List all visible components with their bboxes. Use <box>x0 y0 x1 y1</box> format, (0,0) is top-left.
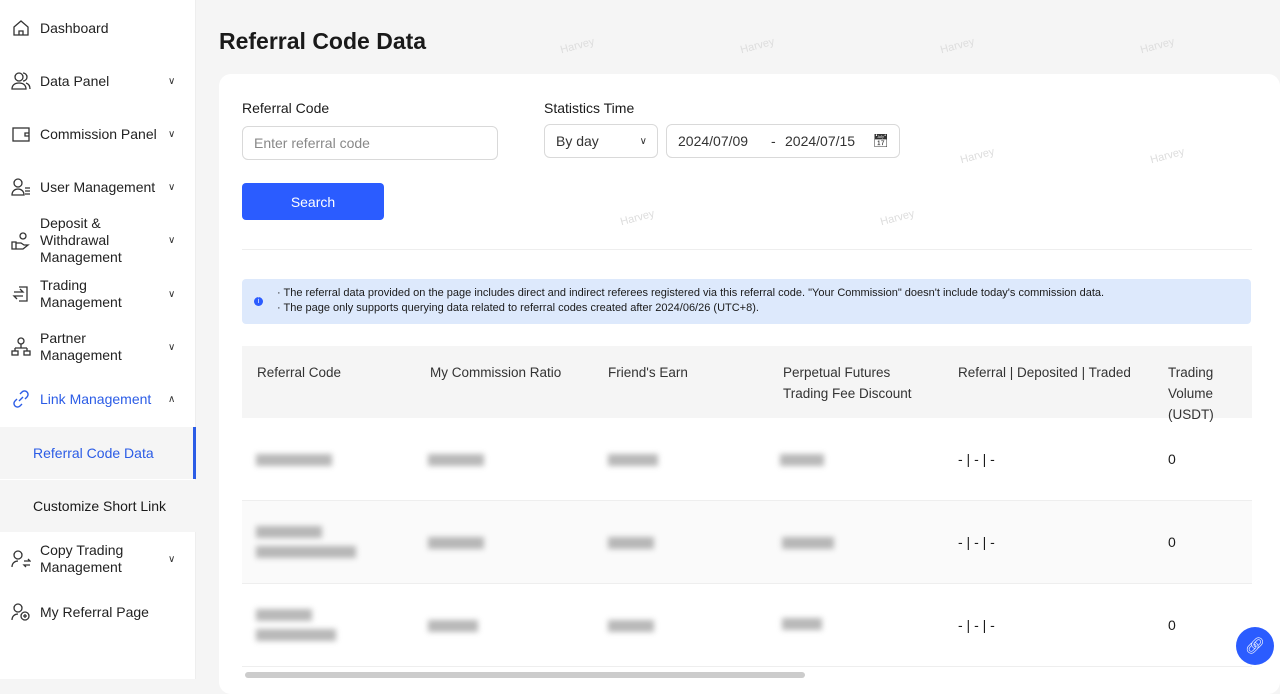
search-button[interactable]: Search <box>242 183 384 220</box>
watermark: Harvey <box>1139 35 1176 57</box>
cell-volume: 0 <box>1168 451 1176 467</box>
blurred-cell <box>256 546 356 558</box>
col-friends-earn: Friend's Earn <box>608 365 688 380</box>
cell-rdt: - | - | - <box>958 534 995 550</box>
col-commission-ratio: My Commission Ratio <box>430 365 562 380</box>
cell-volume: 0 <box>1168 534 1176 550</box>
table-row: - | - | - 0 <box>242 418 1252 501</box>
blurred-cell <box>428 454 484 466</box>
watermark: Harvey <box>739 35 776 57</box>
nav-partner-management[interactable]: Partner Management ∨ <box>0 329 196 365</box>
blurred-cell <box>256 609 312 621</box>
blurred-cell <box>256 629 336 641</box>
wallet-icon <box>12 127 30 142</box>
home-icon <box>13 20 29 36</box>
referral-table: Referral Code My Commission Ratio Friend… <box>242 346 1252 667</box>
chevron-down-icon: ∨ <box>639 135 647 147</box>
horizontal-scrollbar[interactable] <box>245 672 805 678</box>
chevron-down-icon: ∨ <box>168 75 176 87</box>
chevron-down-icon: ∨ <box>168 128 176 140</box>
col-fee-discount: Perpetual Futures Trading Fee Discount <box>783 365 912 401</box>
nav-my-referral-page[interactable]: My Referral Page <box>0 602 196 622</box>
sub-customize-short-link[interactable]: Customize Short Link <box>0 480 196 532</box>
cell-volume: 0 <box>1168 617 1176 633</box>
cell-rdt: - | - | - <box>958 451 995 467</box>
col-trading-volume: Trading Volume (USDT) <box>1168 365 1214 422</box>
nav-data-panel[interactable]: Data Panel ∨ <box>0 71 196 91</box>
chevron-down-icon: ∨ <box>168 288 176 300</box>
period-select[interactable]: By day ∨ <box>544 124 658 158</box>
blurred-cell <box>782 618 822 630</box>
col-referral-code: Referral Code <box>257 365 342 380</box>
blurred-cell <box>608 454 658 466</box>
blurred-cell <box>428 620 478 632</box>
chevron-up-icon: ∧ <box>168 393 176 405</box>
nav-copy-trading[interactable]: Copy Trading Management ∨ <box>0 541 196 577</box>
info-notice: i · The referral data provided on the pa… <box>242 279 1251 324</box>
nav-commission-panel[interactable]: Commission Panel ∨ <box>0 124 196 144</box>
blurred-cell <box>256 526 322 538</box>
users-icon <box>11 72 31 90</box>
blurred-cell <box>608 537 654 549</box>
table-row: - | - | - 0 <box>242 501 1252 584</box>
hand-user-icon <box>11 232 30 250</box>
blurred-cell <box>608 620 654 632</box>
link-icon <box>13 390 29 408</box>
content-card: Referral Code Enter referral code Statis… <box>219 74 1280 694</box>
watermark: Harvey <box>559 35 596 57</box>
referral-code-label: Referral Code <box>242 100 330 116</box>
table-header: Referral Code My Commission Ratio Friend… <box>242 346 1252 422</box>
date-from[interactable]: 2024/07/09 <box>678 133 749 149</box>
nav-user-management[interactable]: User Management ∨ <box>0 177 196 197</box>
chevron-down-icon: ∨ <box>168 234 176 246</box>
org-icon <box>11 337 31 356</box>
nav-trading-management[interactable]: Trading Management ∨ <box>0 276 196 312</box>
user-plus-icon <box>11 603 30 621</box>
nav-dashboard[interactable]: Dashboard <box>0 18 196 38</box>
watermark: Harvey <box>939 35 976 57</box>
statistics-time-label: Statistics Time <box>544 100 635 116</box>
chevron-down-icon: ∨ <box>168 181 176 193</box>
blurred-cell <box>780 454 824 466</box>
floating-link-button[interactable]: 🔗︎ <box>1236 627 1274 665</box>
nav-link-management[interactable]: Link Management ∧ <box>0 389 196 409</box>
date-to[interactable]: 2024/07/15 <box>785 133 856 149</box>
page-title: Referral Code Data <box>219 28 427 54</box>
sub-referral-code-data[interactable]: Referral Code Data <box>0 427 196 479</box>
referral-code-input[interactable]: Enter referral code <box>242 126 498 160</box>
chevron-down-icon: ∨ <box>168 553 176 565</box>
table-row: - | - | - 0 <box>242 584 1252 667</box>
info-icon: i <box>254 297 263 306</box>
nav-deposit-withdrawal[interactable]: Deposit & Withdrawal Management ∨ <box>0 215 196 265</box>
divider <box>242 249 1252 250</box>
col-referral-deposited-traded: Referral | Deposited | Traded <box>958 365 1131 380</box>
exchange-icon <box>12 286 28 302</box>
blurred-cell <box>782 537 834 549</box>
date-range-picker[interactable]: 2024/07/09 -2024/07/15 📅︎ <box>666 124 900 158</box>
copy-user-icon <box>11 550 31 568</box>
sidebar: Dashboard Data Panel ∨ Commission Panel ∨ … <box>0 0 196 679</box>
link-icon: 🔗︎ <box>1244 638 1266 655</box>
user-list-icon <box>11 178 30 196</box>
cell-rdt: - | - | - <box>958 617 995 633</box>
blurred-cell <box>256 454 332 466</box>
notice-line: · The page only supports querying data r… <box>277 302 759 314</box>
calendar-icon: 📅︎ <box>872 133 889 148</box>
blurred-cell <box>428 537 484 549</box>
notice-line: · The referral data provided on the page… <box>277 287 1105 299</box>
chevron-down-icon: ∨ <box>168 341 176 353</box>
date-separator: - <box>771 133 776 149</box>
